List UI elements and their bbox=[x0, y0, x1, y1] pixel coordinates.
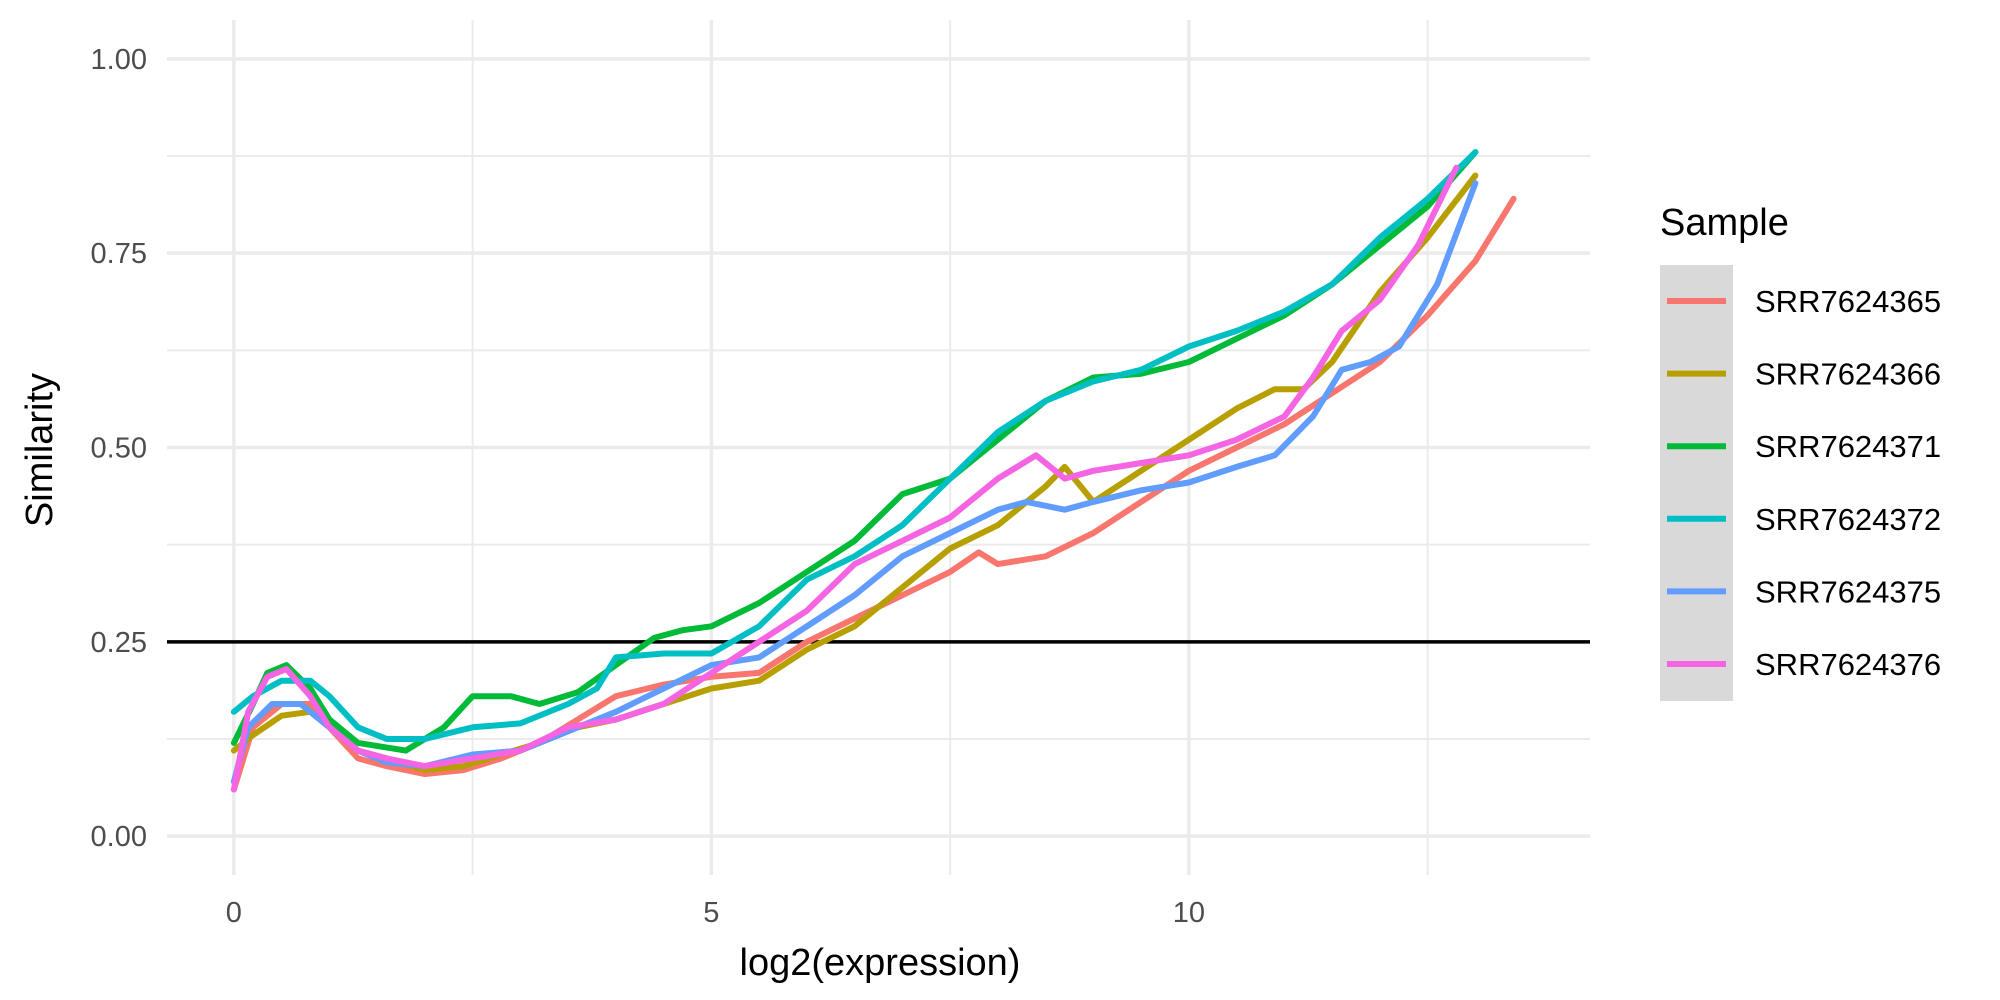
series-line bbox=[230, 149, 1479, 742]
legend-label: SRR7624372 bbox=[1755, 502, 1941, 537]
legend-label: SRR7624375 bbox=[1755, 574, 1941, 609]
series-lines bbox=[230, 149, 1517, 793]
series-line bbox=[230, 195, 1517, 793]
legend-items: SRR7624365 SRR7624366 SRR7624371 SRR7624372… bbox=[1667, 284, 1941, 682]
x-tick-label: 10 bbox=[1173, 897, 1205, 929]
legend-label: SRR7624376 bbox=[1755, 647, 1941, 682]
y-tick-labels: 0.00 0.25 0.50 0.75 1.00 bbox=[91, 44, 147, 853]
x-tick-label: 0 bbox=[226, 897, 242, 929]
legend-label: SRR7624365 bbox=[1755, 284, 1941, 319]
y-tick-label: 1.00 bbox=[91, 44, 147, 76]
legend-label: SRR7624371 bbox=[1755, 429, 1941, 464]
y-tick-label: 0.50 bbox=[91, 433, 147, 465]
series-line bbox=[230, 172, 1479, 774]
y-tick-label: 0.75 bbox=[91, 238, 147, 270]
legend: Sample SRR7624365SRR7624366SRR7624371SRR… bbox=[1660, 202, 1941, 701]
y-tick-label: 0.25 bbox=[91, 627, 147, 659]
series-line bbox=[230, 164, 1460, 793]
legend-title: Sample bbox=[1660, 202, 1789, 244]
series-line bbox=[230, 149, 1479, 754]
series-line bbox=[230, 180, 1479, 785]
y-tick-label: 0.00 bbox=[91, 821, 147, 853]
y-axis-title: Similarity bbox=[19, 373, 61, 527]
x-axis-title: log2(expression) bbox=[740, 942, 1021, 984]
x-tick-labels: 0 5 10 bbox=[226, 897, 1205, 929]
legend-key-background bbox=[1660, 265, 1733, 701]
legend-label: SRR7624366 bbox=[1755, 357, 1941, 392]
x-tick-label: 5 bbox=[703, 897, 719, 929]
